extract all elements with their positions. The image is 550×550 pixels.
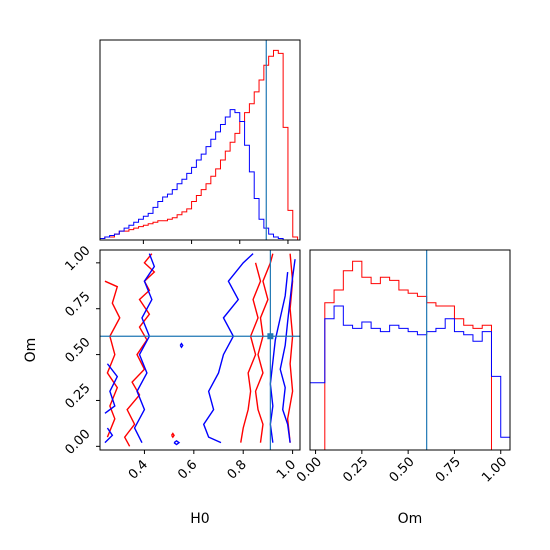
y-tick-label-om: 0.50 bbox=[62, 335, 93, 366]
y-axis-label-om: Om bbox=[23, 338, 39, 363]
x-tick-label-h0: 0.4 bbox=[126, 457, 151, 482]
histogram-h0-series-a bbox=[100, 49, 299, 240]
contour-line-series-a bbox=[171, 432, 175, 439]
histogram-om-frame bbox=[309, 249, 511, 451]
contour-line-series-b bbox=[133, 253, 156, 443]
contour-line-series-a bbox=[104, 280, 121, 438]
truth-marker bbox=[267, 333, 274, 340]
histogram-h0-series-b bbox=[100, 109, 298, 240]
y-tick-label-om: 0.00 bbox=[62, 427, 93, 458]
contour-line-series-b bbox=[179, 342, 184, 349]
contour-frame bbox=[99, 249, 301, 451]
contour-line-series-b bbox=[202, 253, 254, 444]
contour-line-series-a bbox=[240, 262, 262, 443]
histogram-h0-frame bbox=[99, 39, 301, 241]
y-tick-label-om: 0.75 bbox=[62, 289, 93, 320]
contour-line-series-b bbox=[104, 427, 114, 444]
contour-line-series-b bbox=[173, 439, 181, 446]
x-tick-label-h0: 0.8 bbox=[225, 457, 250, 482]
y-tick-label-om: 0.25 bbox=[62, 381, 93, 412]
contour-line-series-b bbox=[104, 363, 119, 414]
x-tick-label-om: 0.25 bbox=[340, 454, 371, 485]
x-tick-label-om: 1.00 bbox=[479, 454, 510, 485]
histogram-om-series-a bbox=[310, 260, 510, 450]
x-axis-label-om: Om bbox=[398, 511, 423, 527]
x-axis-label-h0: H0 bbox=[190, 511, 209, 527]
contour-line-series-b bbox=[279, 259, 296, 443]
x-tick-label-h0: 1.0 bbox=[274, 457, 299, 482]
x-tick-label-om: 0.00 bbox=[294, 454, 325, 485]
histogram-om-series-b bbox=[310, 305, 510, 450]
contour-line-series-b bbox=[269, 271, 289, 443]
x-tick-label-om: 0.75 bbox=[433, 454, 464, 485]
y-tick-label-om: 1.00 bbox=[62, 243, 93, 274]
x-tick-label-h0: 0.6 bbox=[175, 457, 200, 482]
contour-line-series-a bbox=[254, 253, 274, 443]
x-tick-label-om: 0.50 bbox=[387, 454, 418, 485]
